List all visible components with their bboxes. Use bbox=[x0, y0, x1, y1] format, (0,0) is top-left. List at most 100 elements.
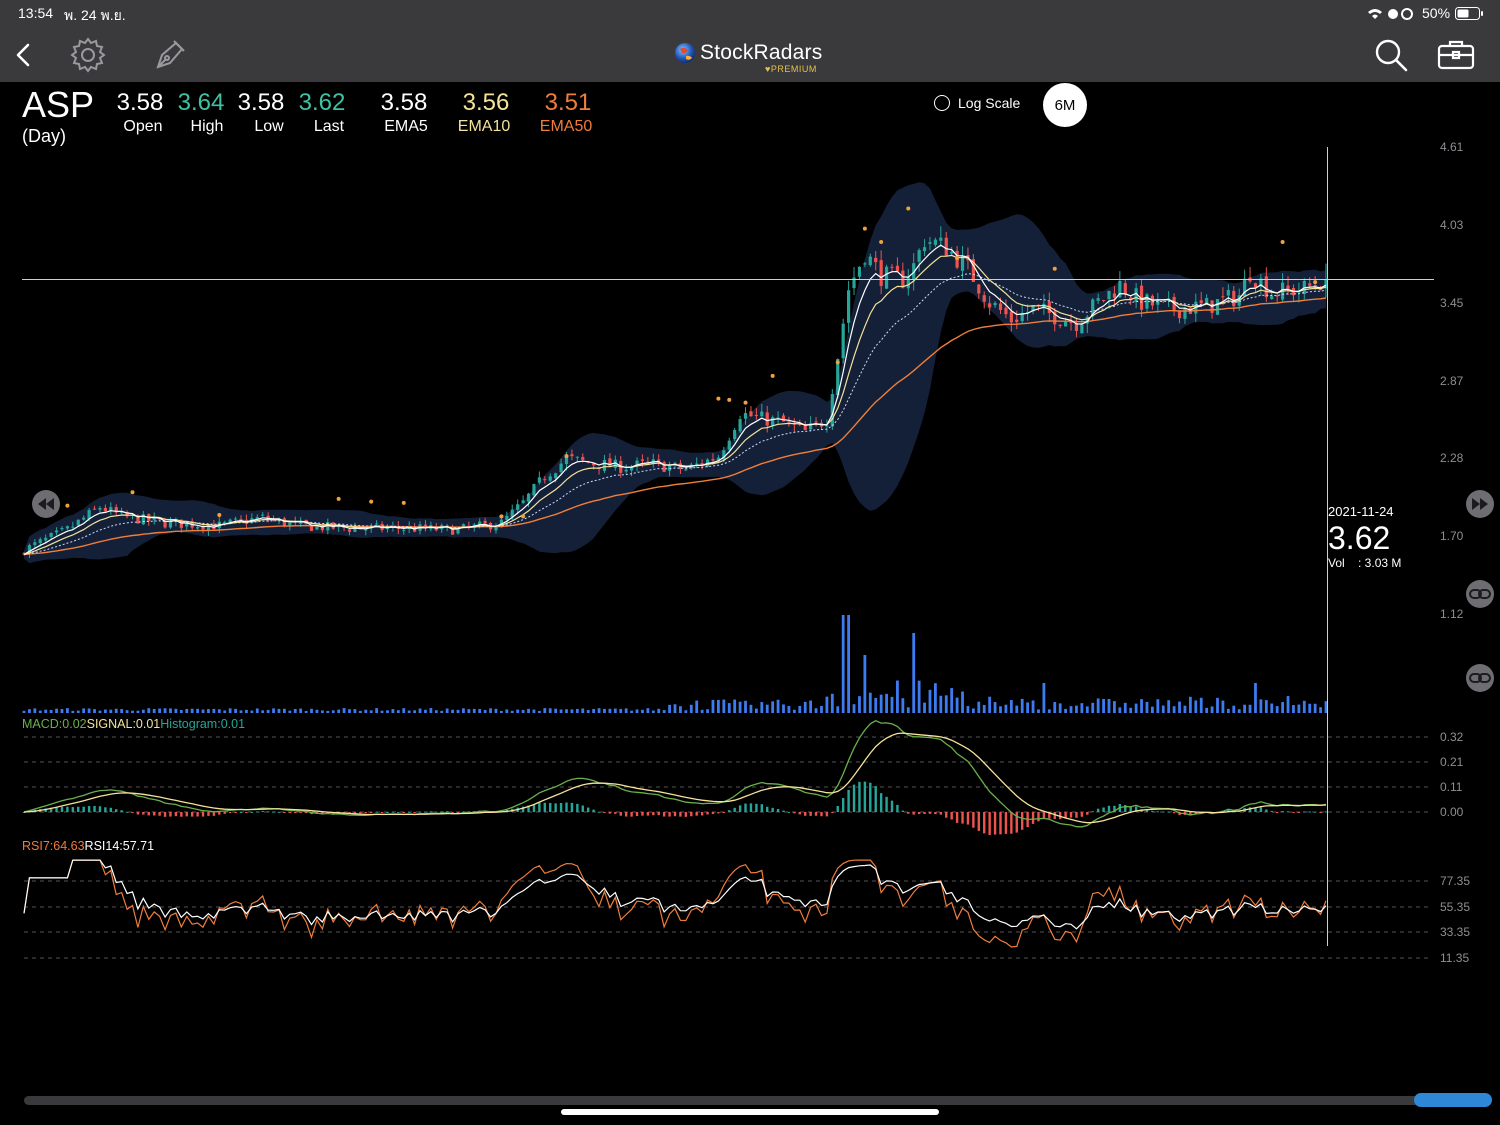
volume-bar bbox=[396, 710, 400, 713]
histogram-bar bbox=[1021, 812, 1024, 830]
volume-bar bbox=[1075, 705, 1078, 713]
histogram-bar bbox=[1303, 811, 1306, 813]
histogram-bar bbox=[912, 812, 915, 815]
histogram-bar bbox=[896, 804, 899, 812]
volume-bar bbox=[901, 698, 905, 713]
crosshair-price: 3.62 bbox=[1328, 520, 1391, 556]
volume-bar bbox=[1080, 703, 1084, 713]
alarm-icon bbox=[1388, 9, 1398, 19]
candle-body bbox=[1118, 281, 1122, 298]
volume-bar bbox=[733, 699, 737, 713]
candle-body bbox=[521, 500, 525, 503]
histogram-bar bbox=[793, 812, 796, 814]
histogram-bar bbox=[608, 812, 612, 814]
rsi7-value: RSI7:64.63 bbox=[22, 839, 85, 853]
candle-body bbox=[1015, 319, 1019, 323]
histogram-bar bbox=[353, 812, 357, 814]
volume-bar bbox=[386, 710, 389, 713]
volume-bar bbox=[456, 709, 460, 713]
volume-bar bbox=[668, 704, 671, 713]
chart-scroll-track[interactable] bbox=[24, 1096, 1424, 1105]
volume-bar bbox=[554, 708, 558, 713]
candle-body bbox=[1177, 310, 1182, 319]
signal-line bbox=[23, 732, 1327, 824]
histogram-bar bbox=[804, 812, 807, 816]
settings-button[interactable] bbox=[68, 28, 108, 82]
volume-bar bbox=[820, 705, 823, 713]
histogram-bar bbox=[1156, 811, 1160, 813]
histogram-bar bbox=[858, 781, 861, 812]
volume-bar bbox=[744, 700, 747, 713]
histogram-bar bbox=[630, 812, 633, 817]
volume-bar bbox=[467, 709, 471, 713]
histogram-bar bbox=[424, 811, 427, 813]
volume-bar bbox=[570, 709, 574, 713]
histogram-bar bbox=[841, 798, 845, 812]
volume-bar bbox=[684, 710, 688, 713]
volume-bar bbox=[955, 697, 959, 713]
histogram-bar bbox=[120, 810, 123, 812]
volume-bar bbox=[1324, 701, 1328, 713]
rsi-panel bbox=[23, 859, 1327, 948]
histogram-bar bbox=[581, 805, 584, 812]
volume-bar bbox=[988, 696, 992, 713]
histogram-bar bbox=[1031, 812, 1035, 824]
histogram-bar bbox=[445, 811, 449, 813]
bollinger-band bbox=[24, 182, 1326, 564]
histogram-bar bbox=[576, 803, 579, 812]
open-label: Open bbox=[123, 118, 163, 135]
volume-bar bbox=[1123, 702, 1127, 713]
volume-bar bbox=[261, 710, 265, 713]
search-button[interactable] bbox=[1370, 28, 1412, 82]
histogram-bar bbox=[885, 796, 888, 812]
link-rsi-button[interactable] bbox=[1466, 664, 1494, 692]
volume-bar bbox=[754, 708, 758, 713]
portfolio-button[interactable] bbox=[1434, 28, 1478, 82]
forward-button[interactable] bbox=[1466, 490, 1494, 518]
rewind-button[interactable] bbox=[32, 490, 60, 518]
volume-bar bbox=[152, 709, 156, 713]
histogram-bar bbox=[82, 806, 85, 812]
volume-bar bbox=[28, 709, 31, 713]
candle-body bbox=[233, 518, 238, 520]
back-button[interactable] bbox=[8, 28, 38, 82]
price-axis-label: 2.28 bbox=[1440, 451, 1464, 465]
candle-body bbox=[114, 507, 118, 513]
candle-body bbox=[1156, 299, 1160, 305]
candle-body bbox=[787, 421, 791, 423]
histogram-bar bbox=[185, 812, 188, 817]
histogram-bar bbox=[348, 812, 351, 814]
candle-body bbox=[375, 523, 379, 525]
rsi-axis-label: 55.35 bbox=[1440, 900, 1471, 914]
candle-body bbox=[743, 412, 748, 419]
volume-bar bbox=[293, 708, 297, 713]
macd-value: MACD:0.02 bbox=[22, 717, 87, 731]
candle-body bbox=[809, 423, 813, 430]
volume-bar bbox=[93, 709, 96, 713]
candle-body bbox=[1134, 288, 1138, 302]
candle-body bbox=[228, 519, 232, 523]
ema50-value: 3.51 bbox=[544, 89, 592, 116]
chart-scroll-thumb[interactable] bbox=[1414, 1093, 1492, 1107]
log-scale-toggle[interactable]: Log Scale bbox=[934, 95, 1020, 111]
histogram-bar bbox=[131, 812, 134, 813]
link-macd-button[interactable] bbox=[1466, 580, 1494, 608]
radio-icon bbox=[934, 95, 950, 111]
volume-bar bbox=[1009, 700, 1013, 713]
candle-body bbox=[1324, 279, 1328, 289]
histogram-bar bbox=[972, 812, 975, 828]
stock-chart[interactable] bbox=[0, 0, 1500, 1090]
volume-bar bbox=[928, 689, 932, 713]
volume-bar bbox=[1058, 703, 1062, 713]
draw-button[interactable] bbox=[150, 28, 190, 82]
candle-body bbox=[483, 520, 487, 524]
candle-body bbox=[662, 461, 666, 472]
volume-bar bbox=[912, 633, 916, 713]
histogram-bar bbox=[321, 812, 324, 815]
candle-body bbox=[82, 517, 86, 520]
range-6m-button[interactable]: 6M bbox=[1043, 83, 1087, 127]
volume-bar bbox=[402, 708, 406, 713]
histogram-bar bbox=[153, 812, 156, 816]
candle-body bbox=[581, 457, 585, 460]
volume-bar bbox=[201, 709, 205, 713]
